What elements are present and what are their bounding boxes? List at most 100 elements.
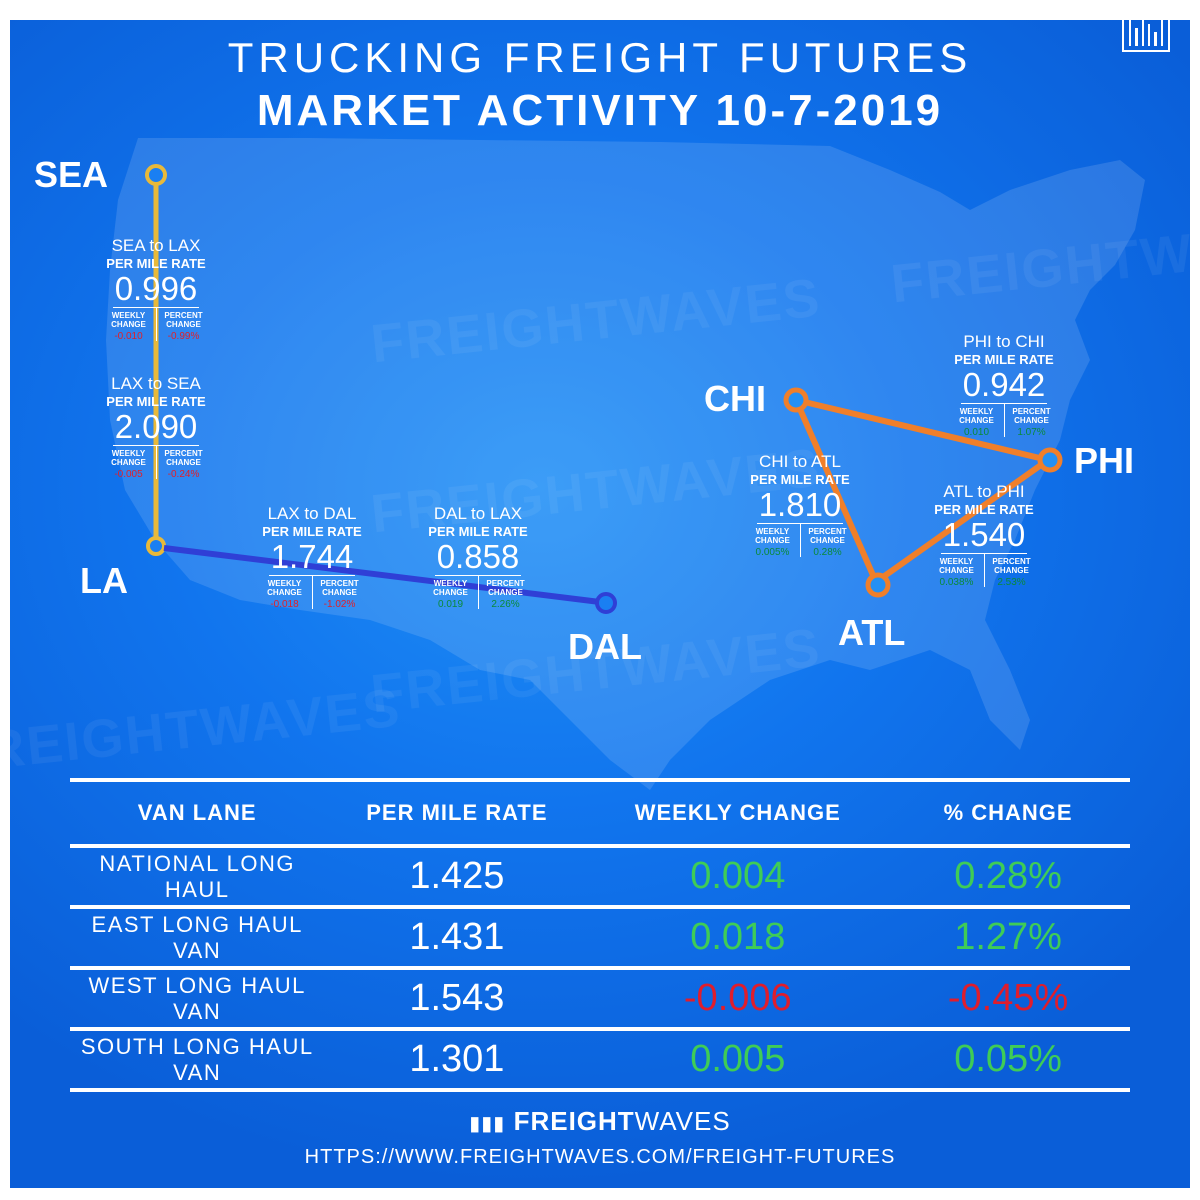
per-mile-rate-value: 1.425: [324, 846, 590, 909]
route-chi-phi: [795, 397, 1049, 463]
lane-name: LAX to SEA: [111, 374, 201, 393]
page-subtitle: MARKET ACTIVITY 10-7-2019: [256, 86, 944, 135]
route-la-dal: [163, 545, 601, 605]
column-header-per-mile-rate: PER MILE RATE: [324, 778, 590, 848]
per-mile-rate-value: 1.543: [324, 968, 590, 1031]
lane-name: PHI to CHI: [963, 332, 1045, 351]
percent-change-value: 0.28%: [886, 846, 1130, 909]
percent-change-cell: PERCENT CHANGE -0.99%: [155, 308, 211, 342]
dal-node: [595, 592, 617, 614]
weekly-change-cell: WEEKLY CHANGE 0.038%: [930, 554, 984, 588]
weekly-change-value: -0.018: [270, 599, 299, 610]
route-atl-phi: [874, 457, 1050, 585]
weekly-change-value: 0.010: [963, 427, 990, 438]
column-header-percent-change: % CHANGE: [886, 778, 1130, 848]
per-mile-rate-label: PER MILE RATE: [954, 352, 1054, 367]
van-lane-name: WEST LONG HAUL VAN: [70, 968, 325, 1031]
sea-node: [145, 164, 167, 186]
chi-node: [783, 387, 809, 413]
per-mile-rate-label: PER MILE RATE: [428, 524, 528, 539]
us-map: [106, 138, 1145, 790]
city-label-phi: PHI: [1074, 440, 1135, 481]
footer-brand-light: WAVES: [634, 1106, 731, 1136]
table-row: NATIONAL LONG HAUL 1.425 0.004 0.28%: [70, 846, 1130, 909]
weekly-change-cell: WEEKLY CHANGE 0.010: [950, 404, 1004, 438]
van-lane-name: SOUTH LONG HAUL VAN: [70, 1029, 325, 1092]
lane-box-chi-atl: CHI to ATL PER MILE RATE 1.810 WEEKLY CH…: [730, 452, 870, 558]
lane-box-atl-phi: ATL to PHI PER MILE RATE 1.540 WEEKLY CH…: [914, 482, 1054, 588]
footer-brand-bold: FREIGHT: [513, 1106, 635, 1136]
freightwaves-logo-icon: ▮▮▮: [469, 1113, 506, 1135]
lane-box-lax-sea: LAX to SEA PER MILE RATE 2.090 WEEKLY CH…: [86, 374, 226, 480]
per-mile-rate-value: 1.301: [324, 1029, 590, 1092]
lane-rate: 1.540: [940, 516, 1028, 554]
city-label-atl: ATL: [838, 612, 906, 653]
city-label-chi: CHI: [704, 378, 766, 419]
weekly-change-cell: WEEKLY CHANGE 0.019: [424, 576, 478, 610]
per-mile-rate-value: 1.431: [324, 907, 590, 970]
per-mile-rate-label: PER MILE RATE: [106, 394, 206, 409]
atl-node: [865, 572, 891, 598]
lane-box-phi-chi: PHI to CHI PER MILE RATE 0.942 WEEKLY CH…: [934, 332, 1074, 438]
percent-change-value: 0.28%: [813, 547, 842, 558]
percent-change-cell: PERCENT CHANGE 2.53%: [983, 554, 1039, 588]
lane-rate: 0.996: [112, 270, 200, 308]
lane-name: SEA to LAX: [111, 236, 201, 255]
city-label-sea: SEA: [34, 154, 109, 195]
percent-change-value: 2.53%: [997, 577, 1026, 588]
footer-url-link[interactable]: HTTPS://WWW.FREIGHTWAVES.COM/FREIGHT-FUT…: [304, 1146, 896, 1168]
weekly-change-value: -0.006: [589, 968, 887, 1031]
percent-change-cell: PERCENT CHANGE -0.24%: [155, 446, 211, 480]
percent-change-value: -0.45%: [886, 968, 1130, 1031]
weekly-change-cell: WEEKLY CHANGE 0.005%: [746, 524, 800, 558]
us-map-silhouette: [106, 138, 1145, 790]
van-lane-name: NATIONAL LONG HAUL: [70, 846, 325, 909]
weekly-change-value: 0.019: [437, 599, 464, 610]
weekly-change-value: -0.005: [114, 469, 143, 480]
weekly-change-value: 0.004: [589, 846, 887, 909]
weekly-change-cell: WEEKLY CHANGE -0.018: [258, 576, 312, 610]
percent-change-value: -0.24%: [167, 469, 200, 480]
lane-rate: 0.858: [434, 538, 522, 576]
phi-node: [1037, 447, 1063, 473]
lane-name: ATL to PHI: [943, 482, 1025, 501]
lane-rate: 1.744: [268, 538, 356, 576]
lane-name: DAL to LAX: [433, 504, 523, 523]
column-header-van-lane: VAN LANE: [70, 778, 325, 848]
lane-box-lax-dal: LAX to DAL PER MILE RATE 1.744 WEEKLY CH…: [242, 504, 382, 610]
percent-change-cell: PERCENT CHANGE 1.07%: [1003, 404, 1059, 438]
weekly-change-value: 0.005%: [755, 547, 790, 558]
lane-box-dal-lax: DAL to LAX PER MILE RATE 0.858 WEEKLY CH…: [408, 504, 548, 610]
table-row: SOUTH LONG HAUL VAN 1.301 0.005 0.05%: [70, 1029, 1130, 1092]
percent-change-value: 1.27%: [886, 907, 1130, 970]
per-mile-rate-label: PER MILE RATE: [262, 524, 362, 539]
lane-rate: 2.090: [112, 408, 200, 446]
weekly-change-value: 0.005: [589, 1029, 887, 1092]
weekly-change-cell: WEEKLY CHANGE -0.005: [102, 446, 156, 480]
lane-name: LAX to DAL: [267, 504, 357, 523]
lane-rate: 1.810: [756, 486, 844, 524]
weekly-change-value: 0.038%: [939, 577, 974, 588]
la-node: [146, 536, 166, 556]
city-label-dal: DAL: [568, 626, 642, 667]
table-row: EAST LONG HAUL VAN 1.431 0.018 1.27%: [70, 907, 1130, 970]
page-title: TRUCKING FREIGHT FUTURES: [227, 34, 973, 81]
lane-name: CHI to ATL: [759, 452, 841, 471]
van-lane-name: EAST LONG HAUL VAN: [70, 907, 325, 970]
per-mile-rate-label: PER MILE RATE: [934, 502, 1034, 517]
lane-box-sea-lax: SEA to LAX PER MILE RATE 0.996 WEEKLY CH…: [86, 236, 226, 342]
table-row: WEST LONG HAUL VAN 1.543 -0.006 -0.45%: [70, 968, 1130, 1031]
van-lane-table: VAN LANE PER MILE RATE WEEKLY CHANGE % C…: [70, 778, 1130, 1092]
freightwaves-logo-icon: [1122, 20, 1170, 52]
per-mile-rate-label: PER MILE RATE: [106, 256, 206, 271]
percent-change-value: -1.02%: [323, 599, 356, 610]
per-mile-rate-label: PER MILE RATE: [750, 472, 850, 487]
percent-change-value: -0.99%: [167, 331, 200, 342]
footer-brand: ▮▮▮ FREIGHTWAVES: [10, 1106, 1190, 1137]
column-header-weekly-change: WEEKLY CHANGE: [589, 778, 887, 848]
weekly-change-cell: WEEKLY CHANGE -0.010: [102, 308, 156, 342]
percent-change-value: 2.26%: [491, 599, 520, 610]
weekly-change-value: -0.010: [114, 331, 143, 342]
city-label-la: LA: [80, 560, 128, 601]
percent-change-cell: PERCENT CHANGE 0.28%: [799, 524, 855, 558]
